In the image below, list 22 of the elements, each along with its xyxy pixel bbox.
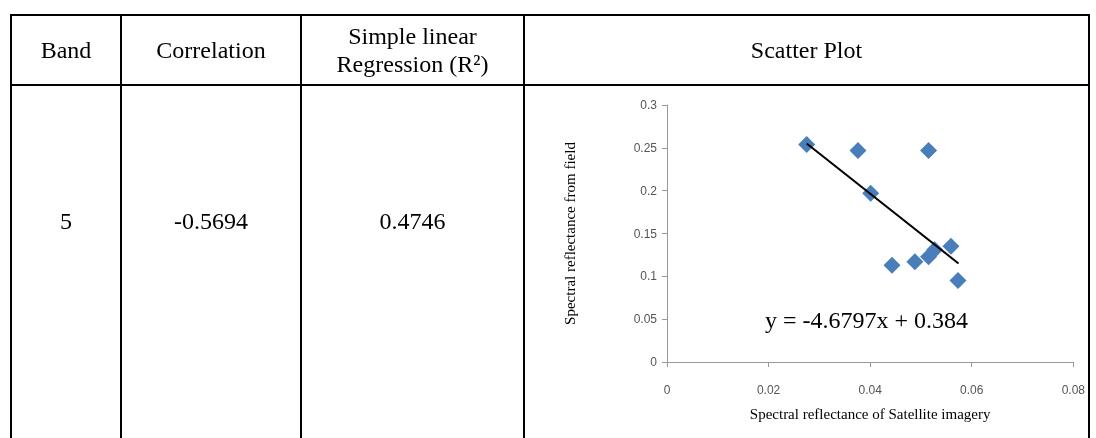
annotation: y = -4.6797x + 0.384 <box>765 307 969 333</box>
y-tick-label: 0 <box>650 355 658 369</box>
text: -0.5694 <box>173 206 249 236</box>
y-tick-label: 0.05 <box>633 312 658 327</box>
text: Correlation <box>122 16 300 86</box>
text: 5 <box>59 206 73 236</box>
y-tick-label: 0.25 <box>633 140 658 155</box>
y-tick-label: 0.2 <box>640 183 658 198</box>
text: Simple linear Regression (R²) <box>302 16 523 86</box>
y-axis-title: Spectral reflectance from field <box>561 141 578 325</box>
y-tick-label: 0.1 <box>640 269 658 284</box>
text: Band <box>12 16 120 86</box>
text: 0.4746 <box>378 206 447 236</box>
y-tick-label: 0.15 <box>633 226 658 241</box>
x-tick-label: 0.08 <box>1061 383 1086 397</box>
x-tick-label: 0 <box>663 383 671 397</box>
y-tick-label: 0.3 <box>640 98 658 112</box>
x-tick-label: 0.04 <box>858 383 883 397</box>
chart-title: Scatter Plot <box>525 16 1088 86</box>
x-tick-label: 0.02 <box>756 383 781 397</box>
x-axis-title: Spectral reflectance of Satellite imagery <box>749 405 992 422</box>
x-tick-label: 0.06 <box>960 383 984 397</box>
